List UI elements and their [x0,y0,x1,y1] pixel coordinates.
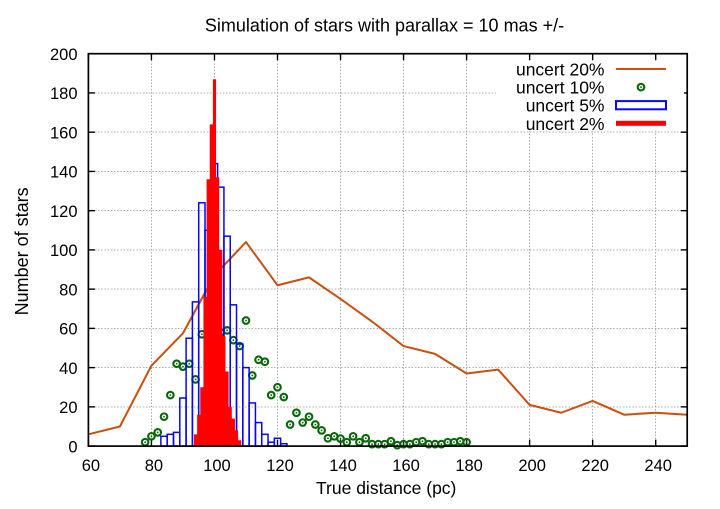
svg-text:80: 80 [145,457,163,475]
svg-text:40: 40 [59,360,77,378]
svg-text:60: 60 [82,457,100,475]
svg-text:uncert 2%: uncert 2% [526,114,605,134]
svg-text:120: 120 [50,203,78,221]
svg-text:120: 120 [266,457,294,475]
svg-text:uncert 20%: uncert 20% [516,60,605,80]
svg-text:20: 20 [59,399,77,417]
svg-text:200: 200 [518,457,546,475]
svg-text:180: 180 [455,457,483,475]
svg-text:140: 140 [50,164,78,182]
svg-text:220: 220 [581,457,609,475]
svg-text:0: 0 [68,438,77,456]
svg-text:uncert 10%: uncert 10% [516,78,605,98]
svg-text:100: 100 [50,242,78,260]
svg-text:180: 180 [50,85,78,103]
svg-text:Simulation of stars with paral: Simulation of stars with parallax = 10 m… [205,15,564,35]
svg-text:uncert 5%: uncert 5% [526,96,605,116]
svg-text:80: 80 [59,281,77,299]
svg-text:140: 140 [329,457,357,475]
svg-text:240: 240 [644,457,672,475]
svg-text:200: 200 [50,46,78,64]
svg-text:60: 60 [59,321,77,339]
svg-text:Number of stars: Number of stars [12,187,32,315]
svg-text:160: 160 [392,457,420,475]
svg-text:True distance (pc): True distance (pc) [316,478,456,498]
svg-text:100: 100 [203,457,231,475]
svg-text:160: 160 [50,124,78,142]
